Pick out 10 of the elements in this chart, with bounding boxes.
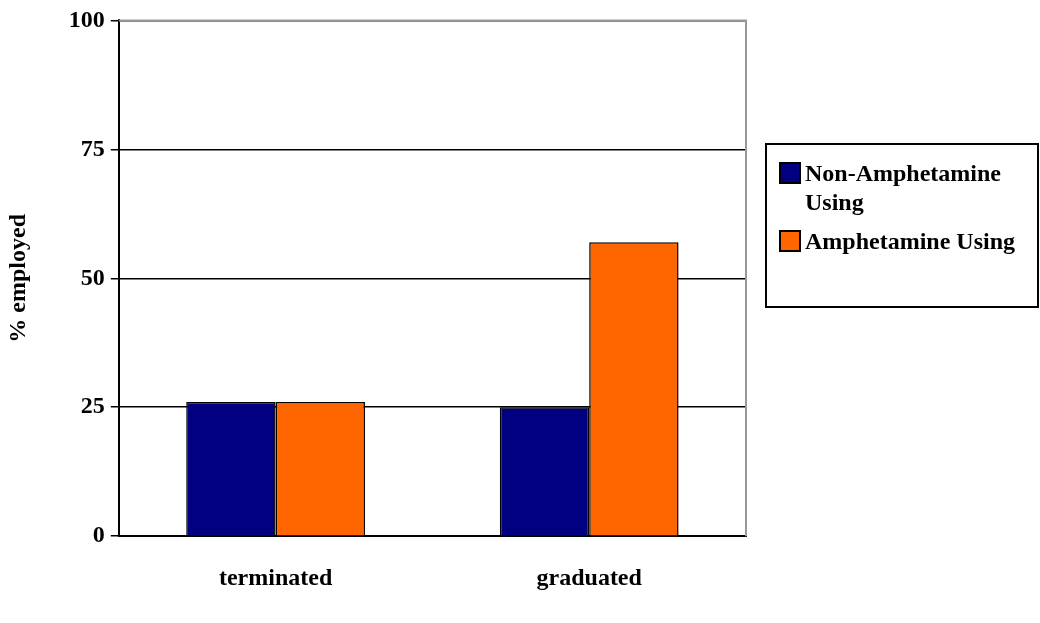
y-tick-label: 50 xyxy=(80,263,105,290)
legend-label: Amphetamine Using xyxy=(805,227,1016,256)
y-axis-title: % employed xyxy=(3,213,30,343)
y-tick-label: 75 xyxy=(80,134,105,161)
x-tick-label: graduated xyxy=(536,563,643,590)
y-tick-label: 25 xyxy=(80,392,105,419)
legend-label: Non-Amphetamine Using xyxy=(805,159,1002,217)
x-tick-label: terminated xyxy=(218,563,333,590)
y-tick-label: 100 xyxy=(68,5,105,32)
y-tick-label: 0 xyxy=(92,521,105,548)
